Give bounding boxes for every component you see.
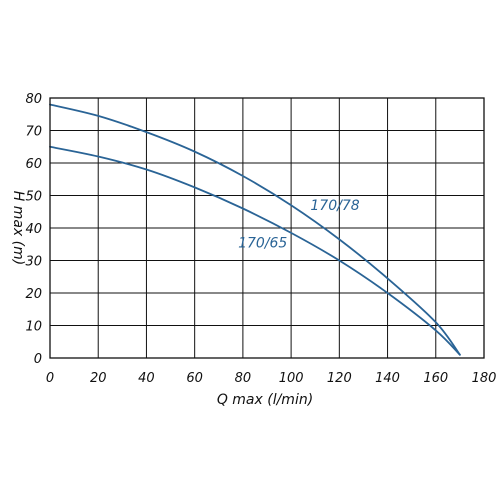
y-tick-label: 10: [25, 320, 42, 335]
series-labels: 170/78 170/65: [238, 198, 360, 251]
x-tick-label: 180: [472, 371, 497, 386]
x-tick-labels: 0 20 40 60 80 100 120 140 160 180: [46, 371, 497, 386]
series-label: 170/78: [310, 198, 359, 214]
y-tick-label: 70: [25, 125, 42, 140]
y-tick-label: 20: [25, 287, 42, 302]
series-label: 170/65: [238, 236, 287, 252]
x-tick-label: 20: [90, 371, 107, 386]
y-tick-label: 60: [25, 157, 42, 172]
x-tick-label: 0: [46, 371, 54, 386]
y-tick-label: 40: [25, 222, 42, 237]
x-tick-label: 160: [423, 371, 448, 386]
series-lines: [49, 103, 461, 356]
x-tick-label: 60: [186, 371, 203, 386]
x-axis-title: Q max (l/min): [217, 392, 313, 408]
x-tick-label: 120: [327, 371, 352, 386]
y-tick-label: 50: [25, 190, 42, 205]
y-axis-title: H max (m): [10, 191, 26, 266]
y-tick-label: 0: [34, 352, 42, 367]
series-line-170-65: [49, 145, 461, 356]
series-line-170-78: [49, 103, 461, 356]
y-tick-label: 30: [25, 255, 42, 270]
x-tick-label: 140: [375, 371, 400, 386]
y-tick-label: 80: [25, 92, 42, 107]
plot-frame: [49, 97, 485, 359]
x-tick-label: 80: [235, 371, 252, 386]
x-tick-label: 40: [138, 371, 155, 386]
y-tick-labels: 0 10 20 30 40 50 60 70 80: [25, 92, 42, 367]
x-tick-label: 100: [279, 371, 304, 386]
